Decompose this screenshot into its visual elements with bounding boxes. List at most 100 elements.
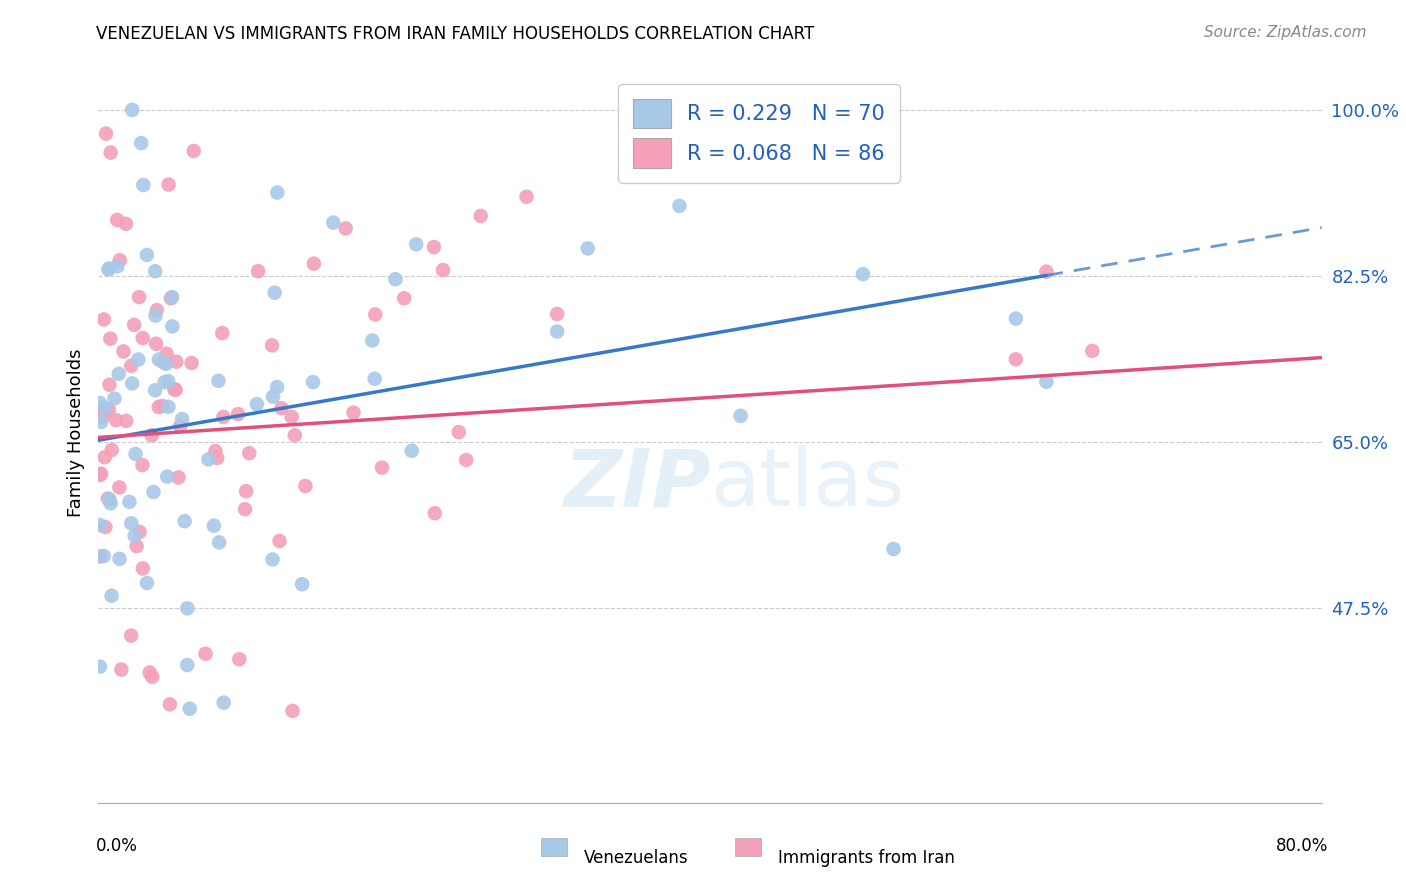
Text: Source: ZipAtlas.com: Source: ZipAtlas.com [1204,25,1367,40]
Point [156,469,179,483]
Point [364,372,387,386]
Point [546,325,568,339]
Point [103,392,125,406]
Point [401,443,423,458]
Point [266,186,288,200]
Point [155,357,177,371]
Point [97,262,120,277]
Point [167,470,190,484]
Point [98,377,121,392]
Point [128,524,150,539]
Point [302,257,325,271]
Point [131,458,153,472]
Point [108,480,131,494]
Point [93,450,115,465]
Point [179,701,201,715]
Point [270,401,292,416]
Point [93,312,115,326]
Point [97,261,120,276]
Point [98,332,121,346]
Point [730,409,752,423]
Point [155,346,177,360]
Point [266,380,288,394]
Point [89,518,111,533]
Point [157,374,180,388]
Point [546,307,568,321]
Point [322,216,344,230]
Point [165,383,187,397]
Text: ZIP: ZIP [562,445,710,524]
Point [160,291,183,305]
Point [176,601,198,615]
Point [284,428,307,442]
Point [204,444,226,458]
Point [89,659,111,673]
Point [262,390,284,404]
Point [105,413,128,427]
Point [141,428,163,442]
Point [269,533,291,548]
Point [108,253,131,268]
Point [405,237,427,252]
Point [122,318,145,332]
Point [211,326,233,340]
Point [100,442,122,457]
Point [516,190,538,204]
Point [852,267,875,281]
Text: atlas: atlas [710,445,904,524]
Point [107,260,129,274]
Y-axis label: Family Households: Family Households [66,349,84,516]
Point [115,414,138,428]
Point [183,144,205,158]
Point [98,492,121,507]
Point [100,589,122,603]
Point [115,217,138,231]
Point [120,359,142,373]
Point [1004,311,1026,326]
Point [262,338,284,352]
Point [143,384,166,398]
Point [150,399,173,413]
Point [262,552,284,566]
Point [91,409,114,424]
Point [342,406,364,420]
Point [456,453,478,467]
Point [1035,265,1057,279]
Point [423,506,446,520]
Text: Immigrants from Iran: Immigrants from Iran [778,849,955,867]
Legend: R = 0.229   N = 70, R = 0.068   N = 86: R = 0.229 N = 70, R = 0.068 N = 86 [619,84,900,183]
Point [173,514,195,528]
Point [105,213,128,227]
Point [160,290,183,304]
Point [207,374,229,388]
Point [162,319,184,334]
Point [141,670,163,684]
Point [423,240,446,254]
Text: 0.0%: 0.0% [96,837,138,855]
Point [335,221,357,235]
Point [118,495,141,509]
Point [121,376,143,391]
Point [129,136,152,150]
Point [112,344,135,359]
Point [202,518,225,533]
Point [143,264,166,278]
Point [194,647,217,661]
Point [384,272,406,286]
Point [132,178,155,192]
Point [125,539,148,553]
Point [93,401,115,415]
Point [883,541,905,556]
Point [89,549,111,564]
Point [197,452,219,467]
Point [176,658,198,673]
Point [668,199,690,213]
Point [371,460,394,475]
Point [205,450,228,465]
Point [132,331,155,345]
Point [228,652,250,666]
Point [146,303,169,318]
Point [100,145,122,160]
Point [121,103,143,117]
Point [108,551,131,566]
